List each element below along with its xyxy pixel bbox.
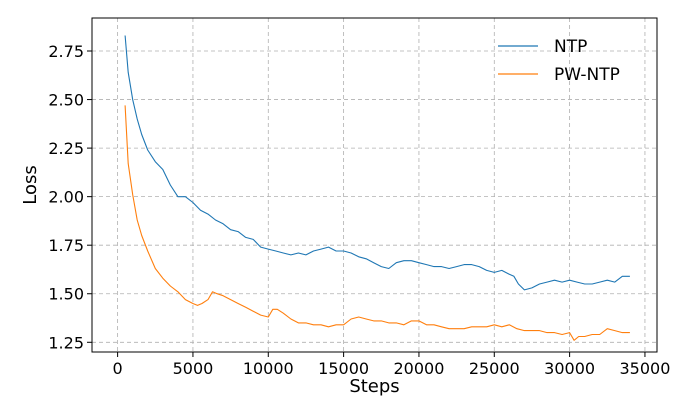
plot-frame <box>91 17 658 353</box>
series-group <box>124 35 630 341</box>
x-tick-label: 5000 <box>173 359 214 378</box>
x-tick-label: 20000 <box>393 359 444 378</box>
series-line-pw-ntp <box>124 105 630 341</box>
legend: NTP PW-NTP <box>498 37 620 85</box>
legend-label: NTP <box>554 37 587 57</box>
legend-label: PW-NTP <box>554 65 620 85</box>
y-tick-label: 1.75 <box>48 236 84 255</box>
x-tick-label: 25000 <box>469 359 520 378</box>
x-tick-label: 0 <box>113 359 123 378</box>
x-tick-label: 35000 <box>619 359 670 378</box>
series-line-ntp <box>124 35 630 291</box>
y-axis-title: Loss <box>20 165 41 204</box>
y-tick-label: 2.00 <box>48 188 84 207</box>
y-tick-label: 2.50 <box>48 91 84 110</box>
y-tick-label: 2.25 <box>48 139 84 158</box>
x-axis: 0 5000 10000 15000 20000 25000 30000 35000 <box>113 352 670 378</box>
y-axis: 1.25 1.50 1.75 2.00 2.25 2.50 2.75 <box>48 42 92 352</box>
x-axis-title: Steps <box>349 376 399 397</box>
x-tick-label: 10000 <box>243 359 294 378</box>
y-tick-label: 1.50 <box>48 285 84 304</box>
x-tick-label: 15000 <box>318 359 369 378</box>
y-tick-label: 2.75 <box>48 42 84 61</box>
x-tick-label: 30000 <box>544 359 595 378</box>
y-tick-label: 1.25 <box>48 333 84 352</box>
